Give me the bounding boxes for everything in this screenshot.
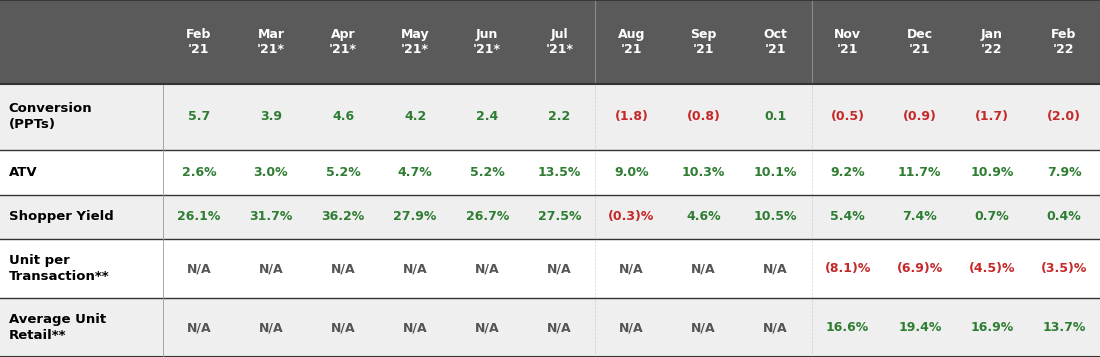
Text: 10.5%: 10.5% [754,210,798,223]
Text: (8.1)%: (8.1)% [825,262,871,275]
Text: N/A: N/A [691,262,716,275]
Text: 0.4%: 0.4% [1046,210,1081,223]
Text: 13.5%: 13.5% [538,166,581,179]
Text: N/A: N/A [475,321,499,334]
Text: (0.8): (0.8) [686,110,720,124]
Text: Jul
'21*: Jul '21* [546,28,573,56]
Text: 16.9%: 16.9% [970,321,1013,334]
Bar [0,195,1100,239]
Text: 9.2%: 9.2% [830,166,865,179]
Text: Feb
'21: Feb '21 [186,28,211,56]
Text: (1.8): (1.8) [615,110,648,124]
Text: 3.0%: 3.0% [254,166,288,179]
Text: 27.9%: 27.9% [394,210,437,223]
Text: 9.0%: 9.0% [614,166,649,179]
Text: Apr
'21*: Apr '21* [329,28,358,56]
Text: 4.6: 4.6 [332,110,354,124]
Text: Oct
'21: Oct '21 [763,28,788,56]
Text: Feb
'22: Feb '22 [1052,28,1077,56]
Text: 7.4%: 7.4% [902,210,937,223]
Text: Nov
'21: Nov '21 [834,28,861,56]
Text: 5.2%: 5.2% [326,166,361,179]
Text: (4.5)%: (4.5)% [969,262,1015,275]
Text: 10.3%: 10.3% [682,166,725,179]
Text: 2.4: 2.4 [476,110,498,124]
Text: N/A: N/A [763,262,788,275]
Text: Dec
'21: Dec '21 [906,28,933,56]
Text: N/A: N/A [475,262,499,275]
Text: (0.3)%: (0.3)% [608,210,654,223]
Text: N/A: N/A [187,262,211,275]
Text: 27.5%: 27.5% [538,210,581,223]
Text: 4.7%: 4.7% [398,166,432,179]
Text: 26.1%: 26.1% [177,210,220,223]
Text: N/A: N/A [619,262,644,275]
Text: Unit per
Transaction**: Unit per Transaction** [9,254,109,283]
Text: (1.7): (1.7) [975,110,1009,124]
Bar [0,0,1100,84]
Bar [0,298,1100,357]
Text: 31.7%: 31.7% [250,210,293,223]
Text: N/A: N/A [763,321,788,334]
Text: Aug
'21: Aug '21 [618,28,645,56]
Text: Average Unit
Retail**: Average Unit Retail** [9,313,106,342]
Text: 0.1: 0.1 [764,110,786,124]
Text: 10.1%: 10.1% [754,166,798,179]
Text: 5.2%: 5.2% [470,166,505,179]
Bar [0,150,1100,195]
Text: 0.7%: 0.7% [975,210,1009,223]
Text: N/A: N/A [258,321,284,334]
Text: 19.4%: 19.4% [898,321,942,334]
Text: (2.0): (2.0) [1047,110,1081,124]
Text: 5.7: 5.7 [188,110,210,124]
Text: Mar
'21*: Mar '21* [257,28,285,56]
Text: Sep
'21: Sep '21 [691,28,717,56]
Text: (0.5): (0.5) [830,110,865,124]
Text: May
'21*: May '21* [400,28,429,56]
Text: N/A: N/A [547,321,572,334]
Text: N/A: N/A [403,262,428,275]
Text: Jan
'22: Jan '22 [981,28,1003,56]
Text: 13.7%: 13.7% [1043,321,1086,334]
Text: 16.6%: 16.6% [826,321,869,334]
Text: 2.6%: 2.6% [182,166,217,179]
Text: (6.9)%: (6.9)% [896,262,943,275]
Text: N/A: N/A [403,321,428,334]
Text: N/A: N/A [187,321,211,334]
Text: (3.5)%: (3.5)% [1041,262,1087,275]
Text: Jun
'21*: Jun '21* [473,28,502,56]
Text: N/A: N/A [331,321,355,334]
Text: 11.7%: 11.7% [898,166,942,179]
Bar [0,239,1100,298]
Text: N/A: N/A [619,321,644,334]
Text: (0.9): (0.9) [903,110,937,124]
Text: ATV: ATV [9,166,37,179]
Text: 7.9%: 7.9% [1046,166,1081,179]
Text: 26.7%: 26.7% [465,210,509,223]
Text: Conversion
(PPTs): Conversion (PPTs) [9,102,92,131]
Text: N/A: N/A [258,262,284,275]
Text: 10.9%: 10.9% [970,166,1013,179]
Text: N/A: N/A [691,321,716,334]
Text: N/A: N/A [547,262,572,275]
Bar [0,84,1100,150]
Text: 2.2: 2.2 [548,110,571,124]
Text: N/A: N/A [331,262,355,275]
Text: Shopper Yield: Shopper Yield [9,210,113,223]
Text: 4.2: 4.2 [404,110,426,124]
Text: 5.4%: 5.4% [830,210,865,223]
Text: 36.2%: 36.2% [321,210,365,223]
Text: 3.9: 3.9 [260,110,282,124]
Text: 4.6%: 4.6% [686,210,720,223]
